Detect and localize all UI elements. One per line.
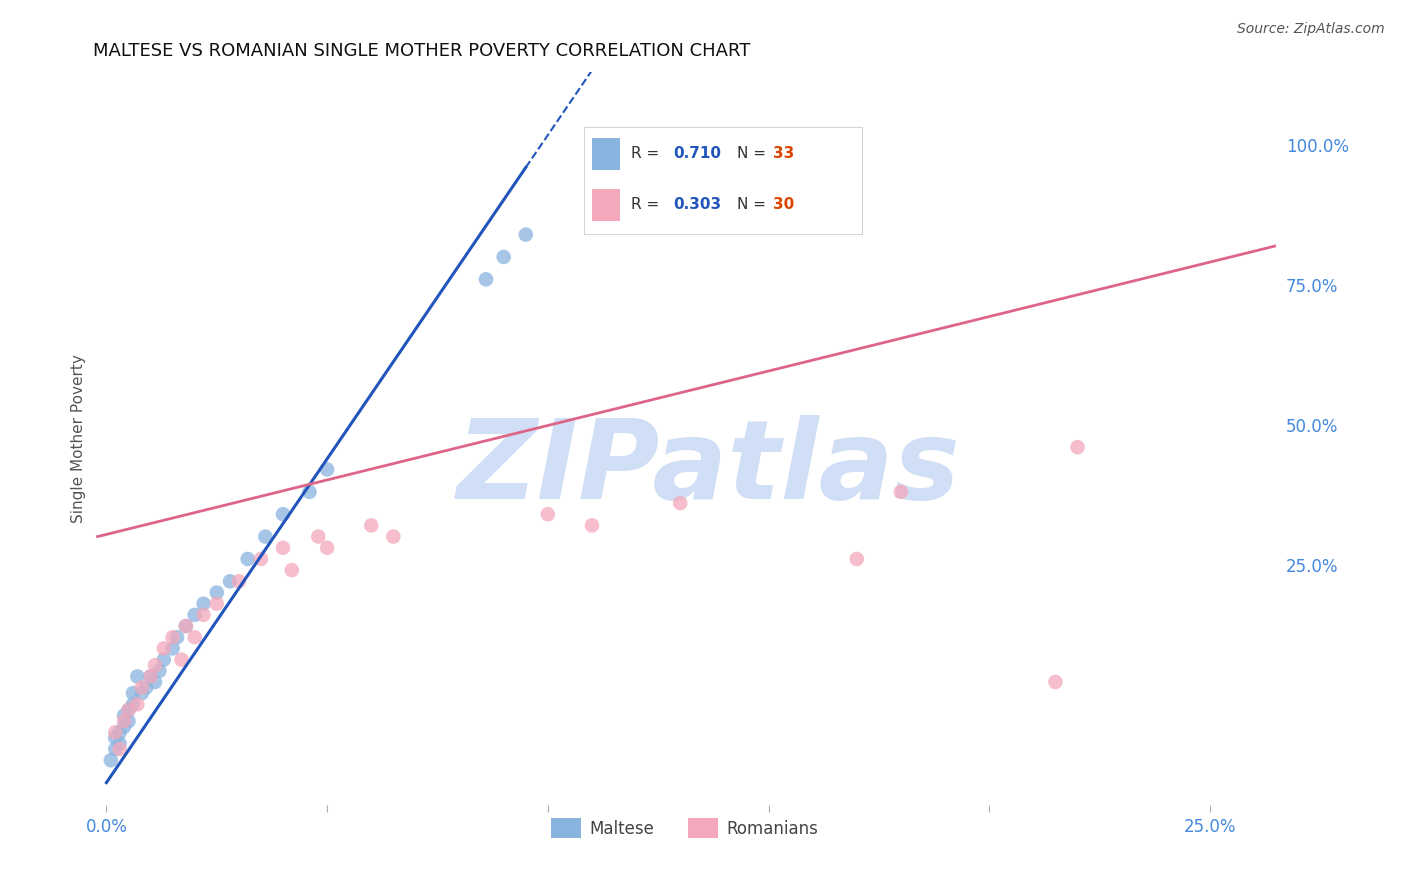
Point: [183, 607, 205, 622]
Point: [131, 681, 153, 695]
Point: [108, 742, 131, 756]
Point: [162, 630, 184, 644]
Point: [298, 484, 321, 499]
Point: [219, 574, 242, 589]
Point: [162, 641, 184, 656]
Point: [170, 652, 193, 666]
Point: [271, 507, 294, 521]
Point: [537, 507, 560, 521]
Point: [112, 708, 135, 723]
Point: [143, 658, 166, 673]
Y-axis label: Single Mother Poverty: Single Mother Poverty: [72, 354, 86, 523]
Point: [475, 272, 498, 286]
Point: [127, 698, 149, 712]
Point: [117, 703, 139, 717]
Point: [104, 742, 127, 756]
Point: [122, 698, 145, 712]
Point: [316, 462, 339, 476]
Point: [254, 530, 277, 544]
Point: [307, 530, 329, 544]
Point: [236, 552, 259, 566]
Point: [143, 675, 166, 690]
Point: [139, 669, 162, 683]
Point: [1045, 675, 1067, 690]
Point: [122, 686, 145, 700]
Point: [174, 619, 197, 633]
Point: [183, 630, 205, 644]
Point: [205, 585, 228, 599]
Point: [139, 669, 162, 683]
Text: ZIPatlas: ZIPatlas: [457, 415, 960, 522]
Point: [193, 597, 215, 611]
Point: [581, 518, 603, 533]
Point: [515, 227, 537, 242]
Point: [127, 669, 149, 683]
Point: [382, 530, 405, 544]
Point: [669, 496, 692, 510]
Point: [117, 714, 139, 728]
Point: [135, 681, 157, 695]
Point: [890, 484, 912, 499]
Point: [845, 552, 868, 566]
Point: [166, 630, 188, 644]
Point: [1066, 440, 1088, 454]
Point: [281, 563, 304, 577]
Point: [228, 574, 250, 589]
Point: [104, 725, 127, 739]
Point: [316, 541, 339, 555]
Point: [104, 731, 127, 745]
Point: [360, 518, 382, 533]
Point: [100, 753, 122, 767]
Text: MALTESE VS ROMANIAN SINGLE MOTHER POVERTY CORRELATION CHART: MALTESE VS ROMANIAN SINGLE MOTHER POVERT…: [93, 42, 751, 60]
Point: [174, 619, 197, 633]
Point: [108, 737, 131, 751]
Point: [112, 720, 135, 734]
Point: [148, 664, 170, 678]
Point: [205, 597, 228, 611]
Text: Source: ZipAtlas.com: Source: ZipAtlas.com: [1237, 22, 1385, 37]
Point: [108, 725, 131, 739]
Point: [492, 250, 515, 264]
Point: [153, 641, 176, 656]
Point: [153, 652, 176, 666]
Point: [193, 607, 215, 622]
Point: [131, 686, 153, 700]
Legend: Maltese, Romanians: Maltese, Romanians: [544, 812, 825, 845]
Point: [250, 552, 273, 566]
Point: [117, 703, 139, 717]
Point: [112, 714, 135, 728]
Point: [271, 541, 294, 555]
